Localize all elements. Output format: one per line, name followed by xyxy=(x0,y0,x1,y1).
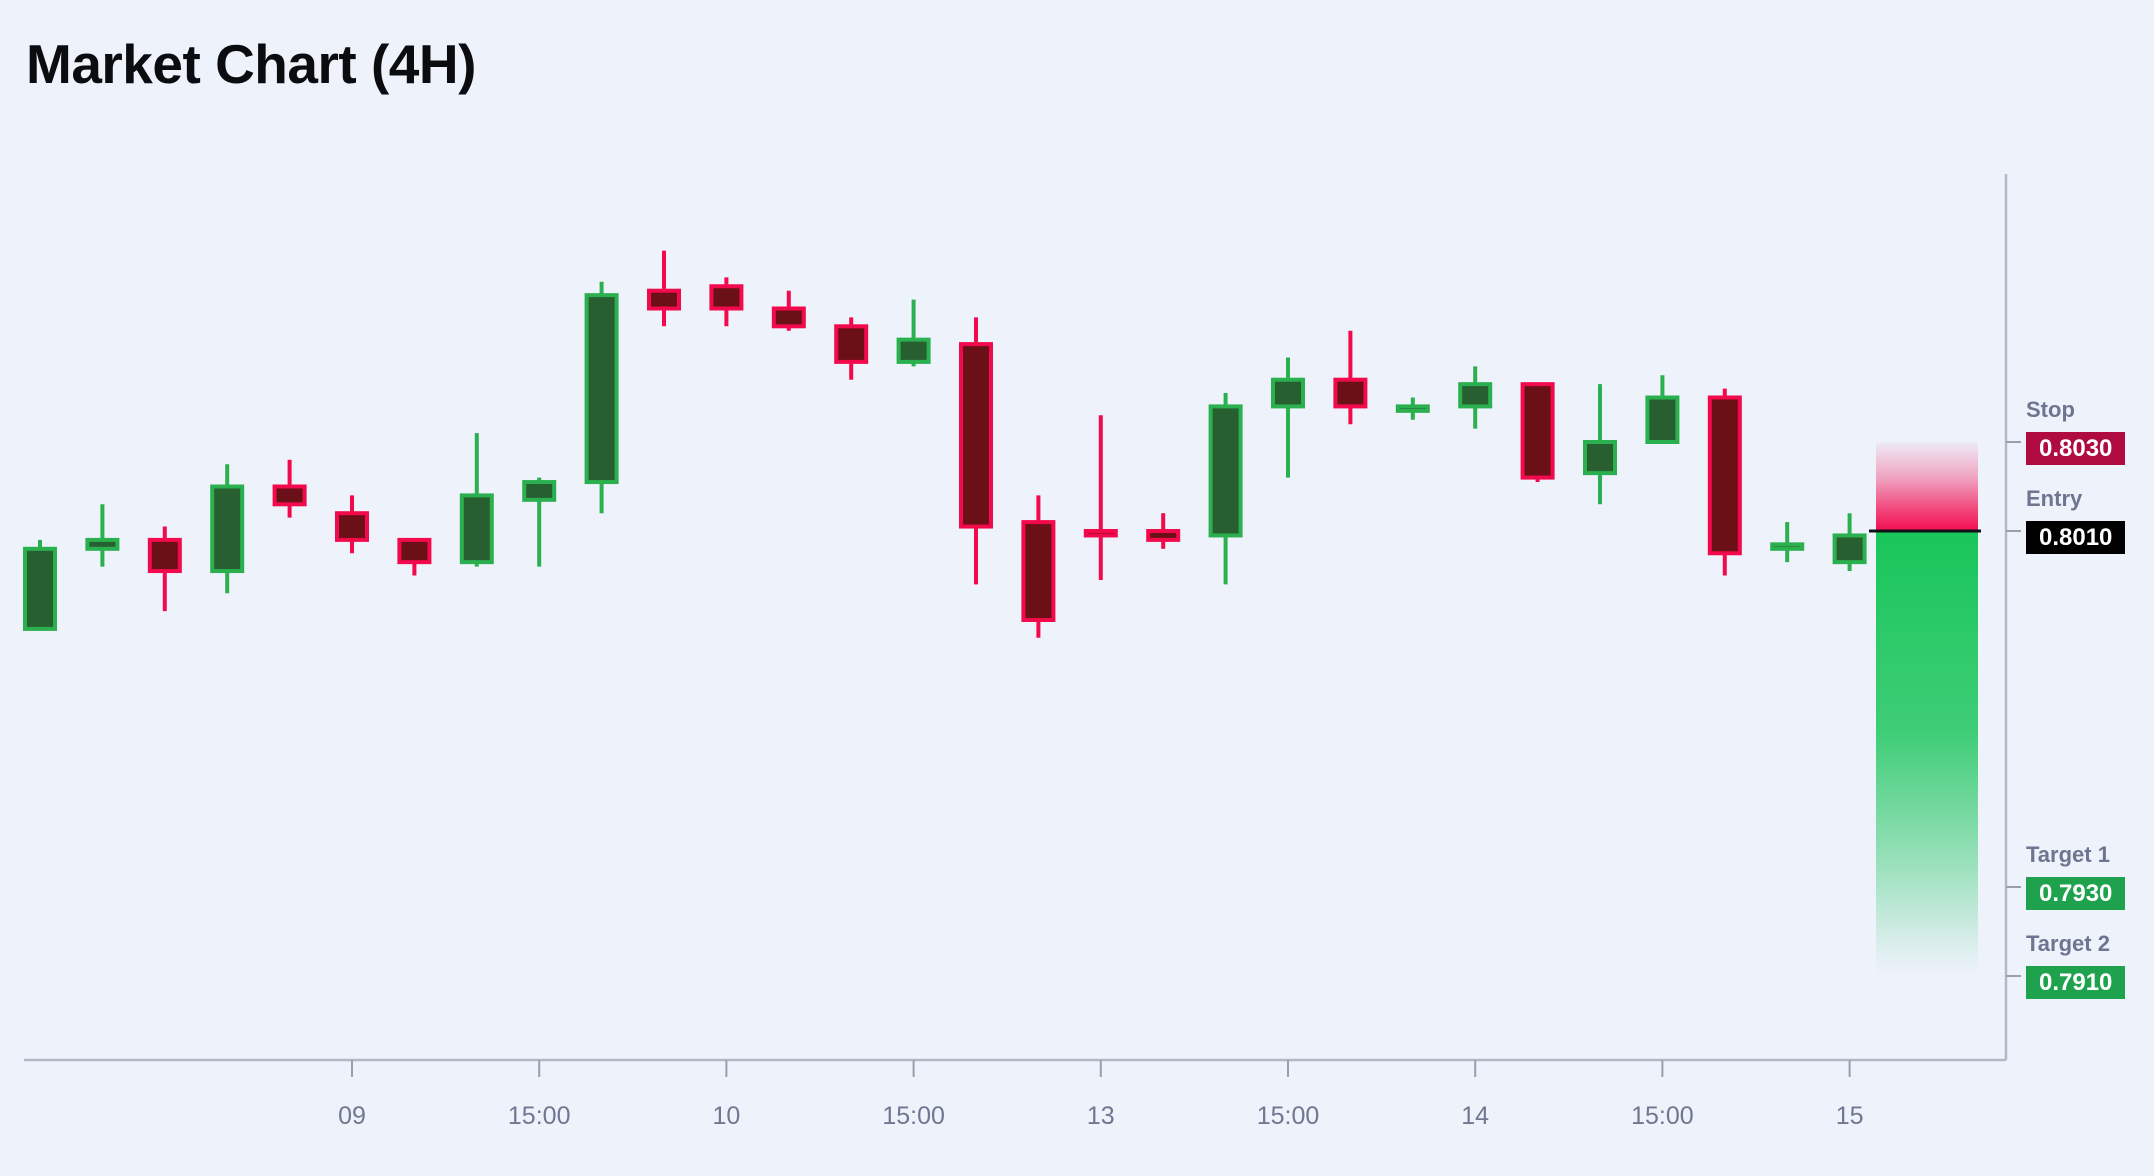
candle-26[interactable] xyxy=(1645,375,1680,444)
x-tick-label-7: 15:00 xyxy=(1631,1102,1694,1130)
page-title: Market Chart (4H) xyxy=(26,33,476,95)
candle-18[interactable] xyxy=(1146,513,1181,549)
candle-28[interactable] xyxy=(1770,522,1805,563)
candle-6[interactable] xyxy=(397,537,432,576)
candle-1[interactable] xyxy=(85,504,120,567)
candle-body xyxy=(896,337,931,364)
candle-body xyxy=(1146,529,1181,542)
candle-body xyxy=(647,288,681,311)
candle-25[interactable] xyxy=(1583,384,1617,505)
candle-14[interactable] xyxy=(896,299,931,367)
candle-body xyxy=(1707,395,1742,556)
candle-2[interactable] xyxy=(147,526,182,612)
candle-20[interactable] xyxy=(1271,357,1305,478)
candle-body xyxy=(1021,520,1056,622)
candle-19[interactable] xyxy=(1208,393,1243,585)
target1-label: Target 1 xyxy=(2026,842,2110,867)
candle-body xyxy=(85,537,120,551)
candle-9[interactable] xyxy=(584,281,619,514)
candle-13[interactable] xyxy=(834,317,869,380)
candle-body xyxy=(1083,529,1118,538)
candle-body xyxy=(1458,382,1493,409)
x-tick-label-0: 09 xyxy=(338,1102,366,1130)
reward-zone xyxy=(1876,531,1978,976)
candle-body xyxy=(709,284,744,311)
candle-body xyxy=(1520,382,1555,480)
candle-15[interactable] xyxy=(959,317,993,585)
candle-16[interactable] xyxy=(1021,495,1056,638)
candle-body xyxy=(522,480,557,502)
x-tick-label-2: 10 xyxy=(712,1102,740,1130)
candle-10[interactable] xyxy=(647,250,681,327)
candle-body xyxy=(834,324,869,364)
x-tick-label-5: 15:00 xyxy=(1257,1102,1320,1130)
entry-label: Entry xyxy=(2026,486,2083,511)
candle-body xyxy=(147,537,182,574)
candle-body xyxy=(397,537,432,565)
risk-zone xyxy=(1876,442,1978,531)
candle-7[interactable] xyxy=(459,433,494,567)
x-tick-label-6: 14 xyxy=(1461,1102,1489,1130)
candle-24[interactable] xyxy=(1520,382,1555,483)
candle-body xyxy=(584,293,619,485)
stop-price-badge: 0.8030 xyxy=(2026,432,2126,465)
x-tick-label-1: 15:00 xyxy=(508,1102,571,1130)
candle-21[interactable] xyxy=(1333,330,1368,425)
candle-body xyxy=(1333,377,1368,409)
candle-3[interactable] xyxy=(210,464,245,594)
entry-price-badge: 0.8010 xyxy=(2026,521,2126,554)
candle-17[interactable] xyxy=(1083,415,1118,580)
candle-body xyxy=(23,546,57,631)
stop-annotation: Stop 0.8030 xyxy=(2026,397,2126,465)
x-tick-label-4: 13 xyxy=(1087,1102,1115,1130)
candle-22[interactable] xyxy=(1395,397,1430,420)
candle-body xyxy=(1583,440,1617,476)
candle-8[interactable] xyxy=(522,477,557,567)
candle-body xyxy=(1208,404,1243,538)
x-tick-label-8: 15 xyxy=(1836,1102,1864,1130)
x-tick-label-3: 15:00 xyxy=(882,1102,945,1130)
candle-body xyxy=(210,484,245,574)
target2-annotation: Target 2 0.7910 xyxy=(2026,931,2126,999)
target2-label: Target 2 xyxy=(2026,931,2110,956)
candle-12[interactable] xyxy=(771,290,806,331)
target1-price-badge: 0.7930 xyxy=(2026,877,2126,910)
entry-annotation: Entry 0.8010 xyxy=(2026,486,2126,554)
target1-annotation: Target 1 0.7930 xyxy=(2026,842,2126,910)
stop-label: Stop xyxy=(2026,397,2075,422)
candle-4[interactable] xyxy=(272,459,307,518)
candle-body xyxy=(1395,404,1430,413)
candle-body xyxy=(459,493,494,565)
candle-body xyxy=(1832,533,1867,565)
candle-5[interactable] xyxy=(335,495,369,554)
candle-body xyxy=(959,342,993,529)
candle-23[interactable] xyxy=(1458,366,1493,429)
candle-0[interactable] xyxy=(23,539,57,631)
candle-body xyxy=(1645,395,1680,444)
candle-29[interactable] xyxy=(1832,513,1867,572)
candle-body xyxy=(272,484,307,507)
candle-body xyxy=(1271,377,1305,409)
candle-body xyxy=(1770,542,1805,551)
candle-11[interactable] xyxy=(709,277,744,327)
candle-body xyxy=(335,511,369,542)
candle-body xyxy=(771,306,806,329)
candle-27[interactable] xyxy=(1707,388,1742,576)
target2-price-badge: 0.7910 xyxy=(2026,966,2126,999)
